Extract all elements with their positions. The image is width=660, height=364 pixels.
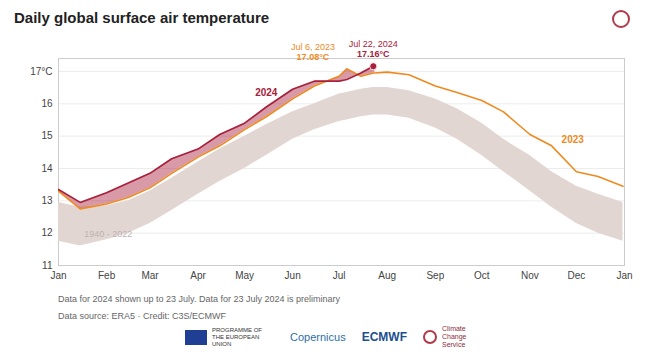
svg-text:15: 15 (41, 130, 53, 141)
svg-text:Sep: Sep (426, 270, 444, 281)
svg-text:17.16°C: 17.16°C (357, 49, 390, 59)
svg-text:Nov: Nov (521, 270, 539, 281)
svg-text:May: May (235, 270, 254, 281)
svg-text:Jul 6, 2023: Jul 6, 2023 (291, 42, 335, 52)
svg-text:14: 14 (41, 163, 53, 174)
svg-text:Jan: Jan (616, 270, 632, 281)
svg-text:Jul: Jul (333, 270, 346, 281)
html-text:Daily global surface air tempe: Daily global surface air temperature (14, 9, 270, 26)
svg-text:17°C: 17°C (30, 66, 52, 77)
svg-text:16: 16 (41, 98, 53, 109)
svg-text:13: 13 (41, 195, 53, 206)
svg-text:Jan: Jan (50, 270, 66, 281)
svg-text:2023: 2023 (562, 134, 585, 145)
html-text:Copernicus: Copernicus (290, 331, 346, 343)
svg-text:Feb: Feb (98, 270, 116, 281)
svg-text:Mar: Mar (141, 270, 159, 281)
svg-text:Oct: Oct (474, 270, 490, 281)
svg-text:11: 11 (42, 259, 53, 271)
svg-text:17.08°C: 17.08°C (297, 52, 330, 62)
html-text:Climate Change Service: Climate Change Service (442, 325, 467, 348)
html-text:Data source: ERA5 · Credit: C3: Data source: ERA5 · Credit: C3S/ECMWF (58, 311, 226, 321)
html-text:PROGRAMME OF THE EUROPEAN UNIO: PROGRAMME OF THE EUROPEAN UNION (212, 326, 262, 347)
svg-text:Jul 22, 2024: Jul 22, 2024 (349, 39, 398, 49)
svg-text:2024: 2024 (255, 87, 278, 98)
svg-text:Dec: Dec (568, 270, 586, 281)
html-text:Data for 2024 shown up to 23 J: Data for 2024 shown up to 23 July. Data … (58, 294, 340, 304)
svg-text:Jun: Jun (285, 270, 301, 281)
svg-text:Apr: Apr (190, 270, 206, 281)
svg-text:1940 - 2022: 1940 - 2022 (84, 229, 132, 239)
svg-text:12: 12 (41, 227, 53, 238)
svg-text:Aug: Aug (378, 270, 396, 281)
html-text:ECMWF: ECMWF (361, 330, 407, 344)
